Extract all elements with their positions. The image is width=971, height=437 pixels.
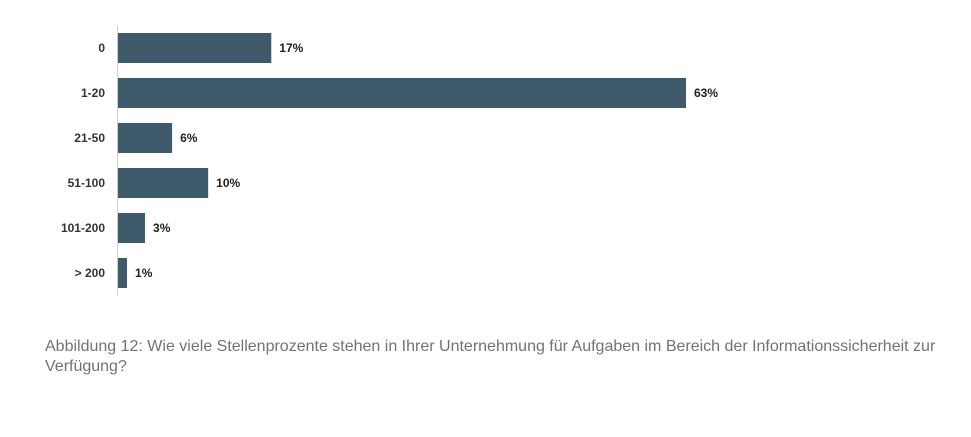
value-label-3: 10% xyxy=(216,176,240,190)
category-label-1: 1-20 xyxy=(81,86,105,100)
value-label-2: 6% xyxy=(180,131,198,145)
value-label-1: 63% xyxy=(694,86,718,100)
value-label-4: 3% xyxy=(153,221,171,235)
category-label-3: 51-100 xyxy=(68,176,106,190)
bar-2 xyxy=(118,123,173,153)
category-label-4: 101-200 xyxy=(61,221,105,235)
figure-caption: Abbildung 12: Wie viele Stellenprozente … xyxy=(45,338,936,375)
bar-4 xyxy=(118,213,146,243)
value-label-5: 1% xyxy=(135,266,153,280)
category-label-0: 0 xyxy=(98,41,105,55)
bar-series: 0 17% 1-20 63% 21-50 6% 51-100 10% 101-200 3% > 20… xyxy=(61,33,718,288)
bar-chart: 0 17% 1-20 63% 21-50 6% 51-100 10% 101-200 3% > 20… xyxy=(61,26,718,295)
value-label-0: 17% xyxy=(279,41,303,55)
bar-1 xyxy=(118,78,686,108)
category-label-2: 21-50 xyxy=(74,131,105,145)
bar-5 xyxy=(118,258,128,288)
bar-0 xyxy=(118,33,272,63)
bar-3 xyxy=(118,168,209,198)
category-label-5: > 200 xyxy=(75,266,106,280)
